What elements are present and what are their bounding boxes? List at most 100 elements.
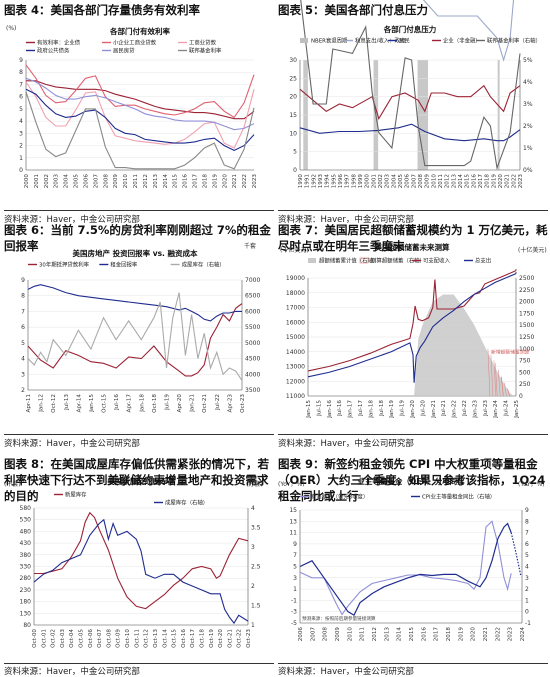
- y-tick-label: 5: [19, 106, 23, 113]
- x-tick-label: Oct-14: [162, 629, 168, 648]
- x-tick-label: 2008: [323, 627, 329, 642]
- x-tick-label: Oct-12: [144, 629, 150, 648]
- legend-label: 超额储蓄累计值（右轴）: [319, 257, 378, 265]
- x-tick-label: 2008: [418, 174, 424, 189]
- x-tick-label: 2013: [384, 627, 390, 642]
- x-tick-label: Jul-15: [316, 400, 322, 417]
- x-tick-label: 2022: [511, 174, 517, 188]
- y2-tick-label: 2.5: [251, 564, 261, 571]
- y2-axis-unit: (YoY，%): [518, 481, 545, 488]
- series-line: [25, 64, 255, 119]
- legend-label: 居民房贷: [113, 47, 135, 55]
- y2-tick-label: 3500: [245, 387, 260, 394]
- legend-label: 企业（非金融）: [443, 37, 481, 45]
- y-tick-label: 9: [19, 57, 23, 64]
- x-tick-label: Jul-17: [358, 400, 364, 417]
- x-tick-label: 1993: [318, 174, 324, 189]
- y2-tick-label: 2: [251, 583, 255, 590]
- y-tick-label: 7: [19, 81, 23, 88]
- series-line: [27, 303, 243, 377]
- y-tick-label: 3: [293, 575, 297, 582]
- chart-panel-9: 图表 9：新签约租金领先 CPI 中大权重项等量租金（OER）大约三个季度，如果…: [278, 456, 548, 677]
- x-tick-label: 2012: [445, 174, 451, 188]
- x-tick-label: Oct-00: [32, 629, 38, 648]
- y-tick-label: -3: [291, 609, 297, 616]
- series-hatch: [493, 360, 497, 397]
- x-tick-label: 2014: [397, 627, 403, 642]
- x-tick-label: Jan-22: [452, 400, 458, 419]
- x-tick-label: 2009: [335, 627, 341, 642]
- legend-label: 政府公共债务: [37, 47, 70, 55]
- x-tick-label: Jul-13: [64, 394, 70, 411]
- source-note: 资料来源：Haver，中金公司研究部: [4, 215, 140, 225]
- series-line: [25, 91, 255, 170]
- y2-tick-label: 4: [251, 505, 255, 512]
- divider: [278, 663, 548, 664]
- x-tick-label: Jan-15: [89, 394, 95, 413]
- y-tick-label: 580: [20, 505, 32, 512]
- x-tick-label: Jul-20: [420, 400, 426, 417]
- y2-tick-label: 4: [525, 564, 529, 571]
- x-tick-label: 2004: [391, 174, 397, 189]
- chart-title: 业主等量租金（OER）分项同比: [357, 476, 465, 486]
- x-tick-label: 2022: [495, 627, 501, 641]
- x-tick-label: Apr-11: [26, 394, 32, 413]
- y-tick-label: 180: [20, 599, 32, 606]
- divider: [4, 210, 274, 211]
- y2-tick-label: 3.5: [251, 525, 261, 532]
- x-tick-label: 2014: [163, 174, 169, 189]
- x-tick-label: 2012: [372, 627, 378, 641]
- y-tick-label: 380: [20, 552, 32, 559]
- legend-label: 居民: [399, 38, 410, 45]
- x-tick-label: 2023: [518, 174, 524, 189]
- x-tick-label: 2015: [465, 174, 471, 189]
- x-tick-label: 2001: [34, 174, 40, 189]
- y2-tick-label: 2: [525, 586, 529, 593]
- x-tick-label: 2001: [371, 174, 377, 189]
- x-tick-label: 2023: [252, 174, 258, 189]
- y-tick-label: 14000: [286, 349, 305, 356]
- x-tick-label: Oct-01: [41, 629, 47, 648]
- y-tick-label: 280: [20, 575, 32, 582]
- x-tick-label: 2016: [421, 627, 427, 642]
- x-tick-label: Oct-09: [116, 629, 122, 648]
- x-tick-label: 2006: [405, 174, 411, 189]
- y-tick-label: 12000: [286, 378, 305, 385]
- x-tick-label: Jan-15: [306, 400, 312, 419]
- y-tick-label: 7: [21, 308, 25, 315]
- x-tick-label: Jul-16: [337, 400, 343, 417]
- y2-tick-label: 4000: [245, 371, 260, 378]
- x-tick-label: 2000: [365, 174, 371, 189]
- x-tick-label: 1997: [345, 174, 351, 189]
- x-tick-label: Oct-18: [199, 629, 205, 648]
- series-line: [299, 522, 512, 616]
- chart-7: 美国超额储蓄未来测算 (十亿美元) (十亿美元) 11000 12000 13000 140…: [280, 242, 547, 419]
- x-tick-label: Jul-16: [114, 394, 120, 411]
- y2-tick-label: 1: [251, 622, 255, 629]
- x-tick-label: Jul-19: [164, 394, 170, 411]
- x-tick-label: Oct-16: [181, 629, 187, 648]
- x-tick-label: 2011: [438, 174, 444, 189]
- legend-label: NBER衰退周期: [311, 37, 347, 45]
- x-tick-label: 2010: [347, 627, 353, 642]
- x-tick-label: 2018: [485, 174, 491, 189]
- series-hatch: [504, 382, 507, 397]
- x-tick-label: 2000: [24, 174, 30, 189]
- y-tick-label: 15000: [286, 334, 305, 341]
- x-tick-label: Jan-20: [410, 400, 416, 419]
- y2-tick-label: 750: [519, 358, 531, 365]
- chart-4: 各部门付有效利率 (%) 0 1 2 3 4 5 6 7 8 9 2000 2001 2002 2003 200…: [6, 25, 258, 189]
- chart-panel-8: 图表 8：在美国成屋库存偏低供需紧张的情况下，若利率快速下行达不到美联储约束增量…: [4, 456, 274, 677]
- x-tick-label: Jan-25: [514, 400, 520, 419]
- x-tick-label: 1999: [358, 174, 364, 189]
- series-hatch: [501, 377, 504, 397]
- series-hatch: [494, 362, 498, 397]
- y-tick-label: 16000: [286, 319, 305, 326]
- x-tick-label: 2006: [298, 627, 304, 642]
- series-line: [33, 518, 249, 625]
- y-axis-unit: (千套): [4, 480, 21, 488]
- x-tick-label: Apr-14: [76, 394, 82, 413]
- series-line: [34, 511, 249, 610]
- y2-tick-label: 5500: [245, 324, 260, 331]
- x-tick-label: Jul-24: [504, 400, 510, 417]
